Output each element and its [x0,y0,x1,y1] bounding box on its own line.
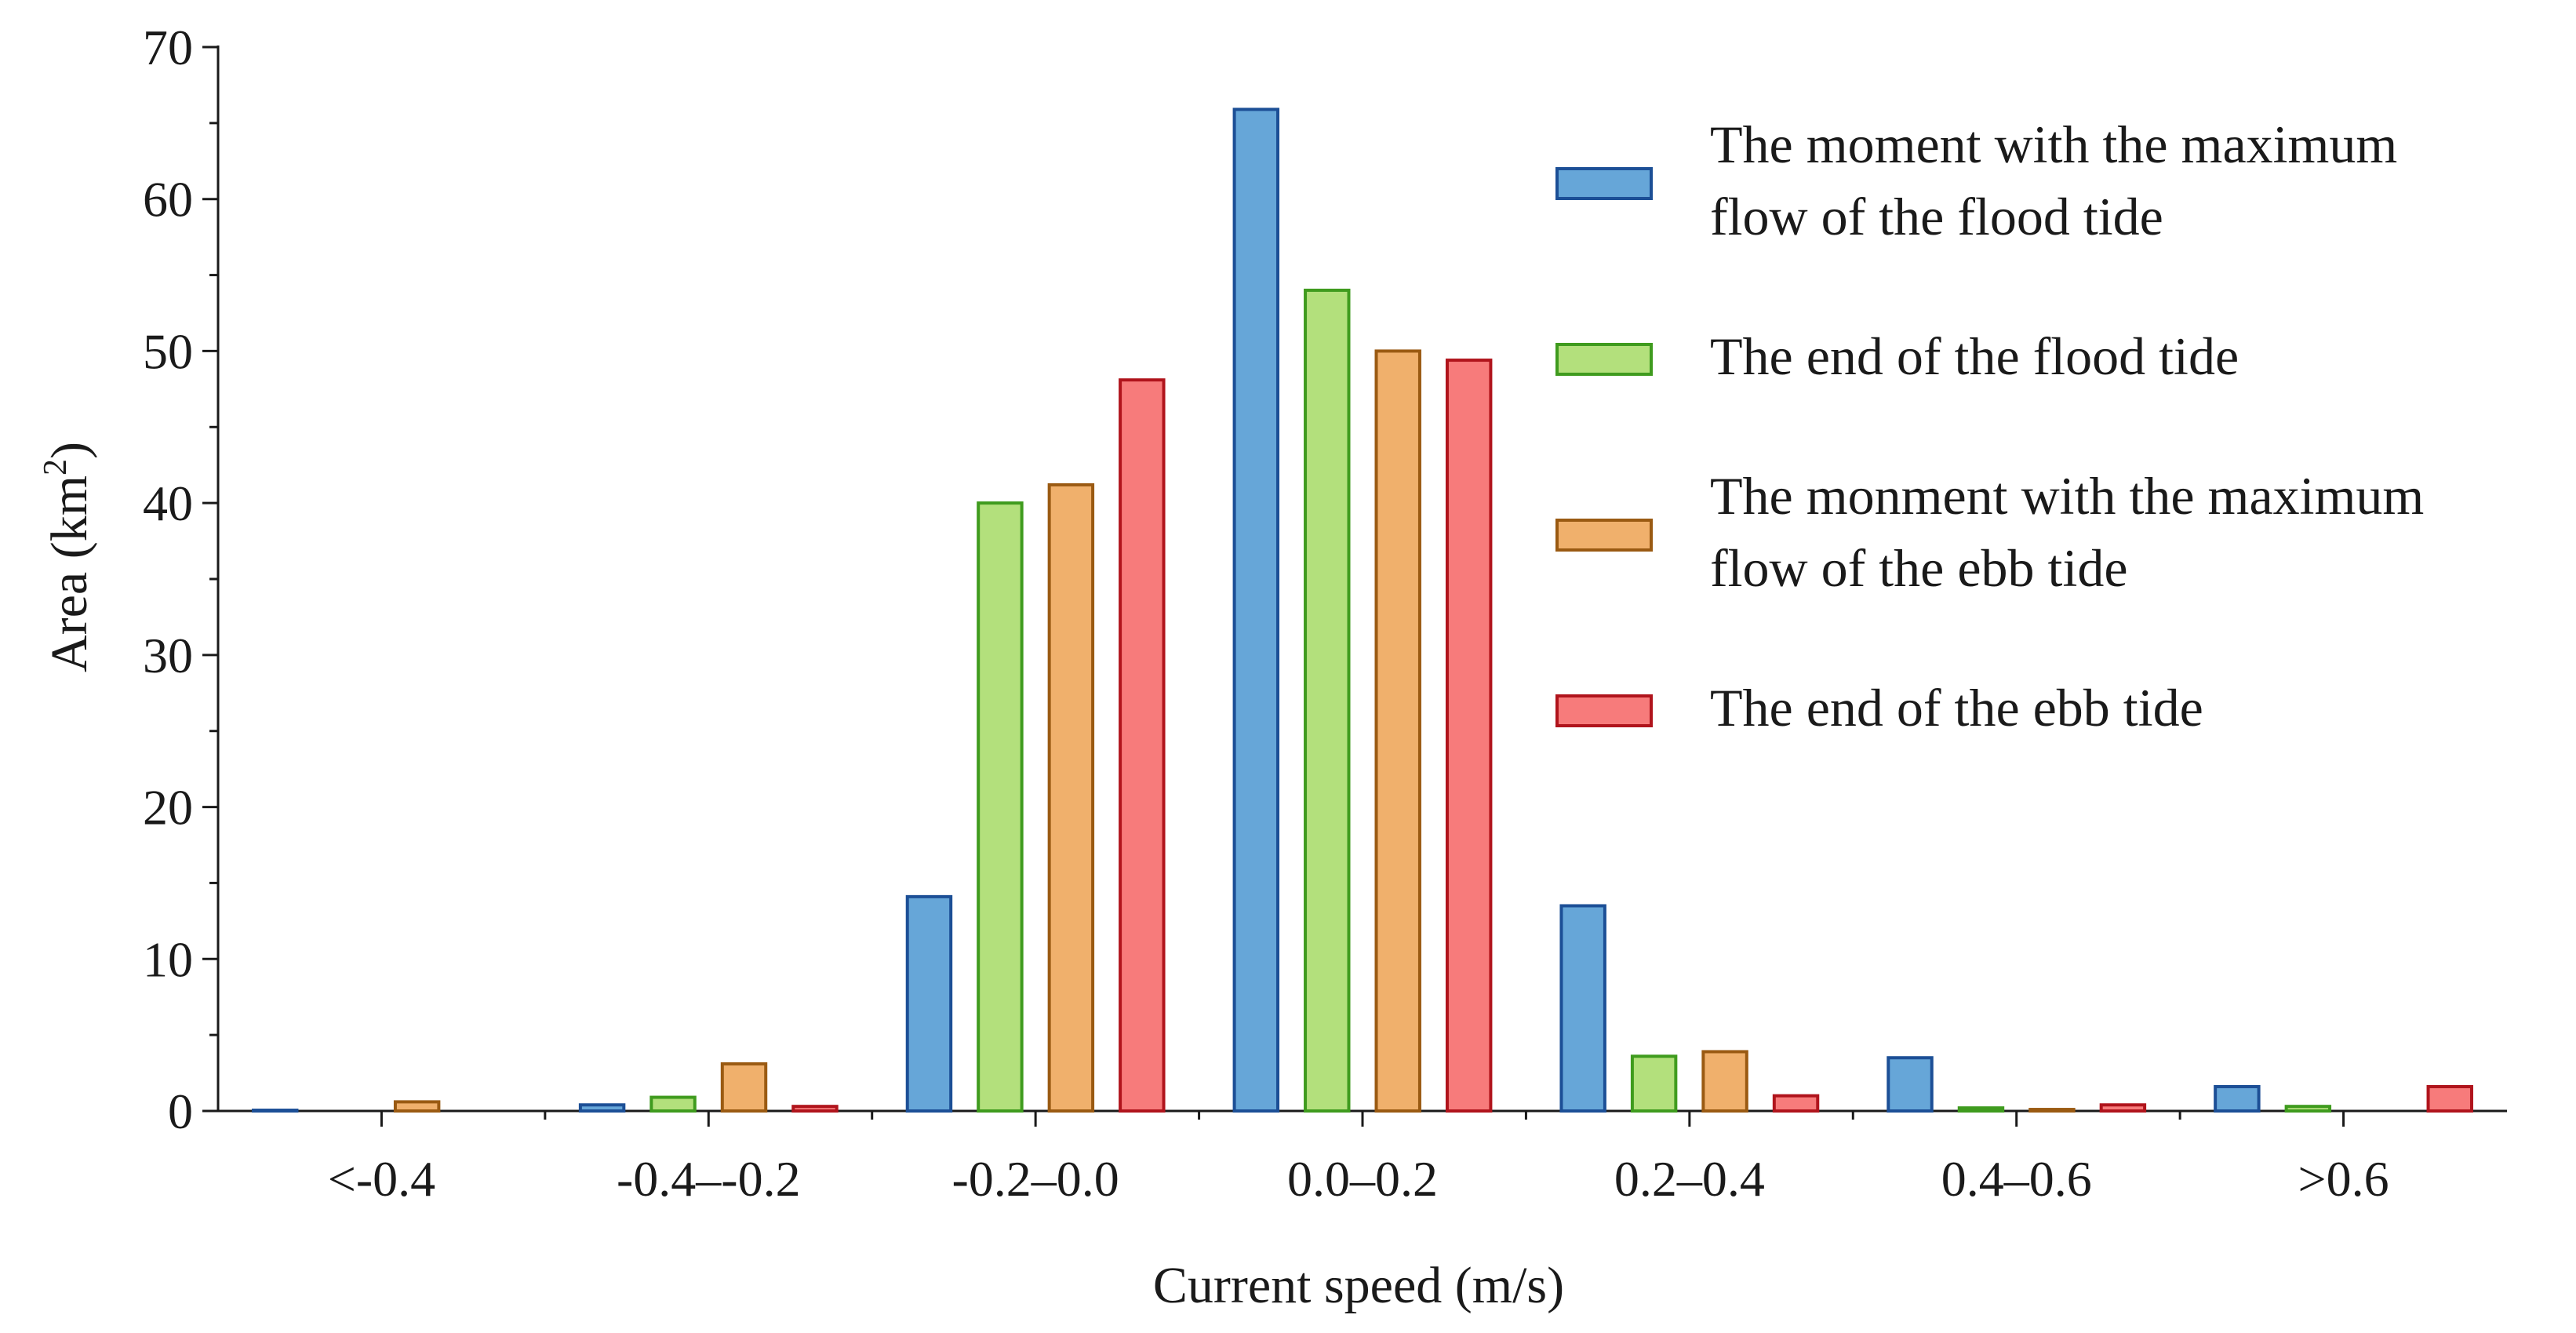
y-axis-title: Area (km2) [38,442,98,672]
bar [2099,1103,2147,1113]
legend-item: The end of the ebb tide [1555,678,2203,738]
bar [1559,904,1606,1113]
x-tick-label: <-0.4 [328,1151,435,1207]
x-tick-label: 0.2–0.4 [1614,1151,1765,1207]
ticks-layer: 0 10 20 30 40 50 60 70 <-0.4 -0.4–-0.2 -0.2–0.0 0.0… [143,20,2389,1207]
bar [1445,359,1493,1113]
legend-label: The moment with the maximum [1710,115,2397,174]
bar [578,1103,626,1113]
y-tick-label: 70 [143,20,193,75]
legend-swatch [1555,519,1653,552]
bar [252,1109,299,1113]
x-tick-label: >0.6 [2298,1151,2389,1207]
y-tick-label: 10 [143,931,193,987]
bar [2214,1085,2261,1113]
y-tick-label: 30 [143,628,193,683]
bar [905,894,953,1113]
bar [1701,1050,1748,1113]
legend-swatch [1555,167,1653,200]
legend-label: The end of the ebb tide [1710,678,2203,738]
y-axis-title-main: Area (km [41,475,98,672]
y-tick-label: 20 [143,780,193,836]
legend-item: The monment with the maximum flow of the … [1555,466,2424,598]
y-tick-label: 60 [143,172,193,228]
legend-item: The moment with the maximum flow of the f… [1555,115,2397,246]
legend-label: flow of the flood tide [1710,187,2163,246]
bar [2426,1085,2473,1113]
bar [2284,1105,2332,1113]
bar [720,1062,768,1113]
legend-label: The end of the flood tide [1710,326,2239,386]
y-tick-label: 50 [143,323,193,379]
bar [1772,1094,1820,1113]
bar [1047,483,1095,1113]
x-axis-title: Current speed (m/s) [1153,1257,1564,1314]
bar [1119,378,1166,1113]
x-tick-label: 0.0–0.2 [1287,1151,1438,1207]
legend-item: The end of the flood tide [1555,326,2239,386]
bar [1304,288,1351,1113]
bar [1232,107,1280,1113]
axis-layer [216,46,2507,1113]
x-tick-label: 0.4–0.6 [1941,1151,2092,1207]
legend-label: The monment with the maximum [1710,466,2424,526]
bar [2028,1108,2076,1113]
bar [1630,1054,1678,1113]
y-tick-label: 0 [168,1084,193,1139]
x-tick-label: -0.2–0.0 [951,1151,1119,1207]
legend-swatch [1555,694,1653,727]
bar [393,1100,441,1113]
legend-label: flow of the ebb tide [1710,538,2128,598]
bar [1374,349,1421,1113]
x-tick-label: -0.4–-0.2 [617,1151,801,1207]
bar [649,1095,697,1113]
bar [1887,1056,1934,1113]
bar [1957,1106,2005,1113]
bar [791,1105,839,1113]
y-axis-title-superscript: 2 [38,459,74,475]
y-tick-label: 40 [143,475,193,531]
legend: The moment with the maximum flow of the f… [1555,115,2424,738]
bar [977,501,1024,1113]
legend-swatch [1555,343,1653,376]
bars-layer [252,107,2473,1113]
y-axis-title-close: ) [41,442,98,459]
